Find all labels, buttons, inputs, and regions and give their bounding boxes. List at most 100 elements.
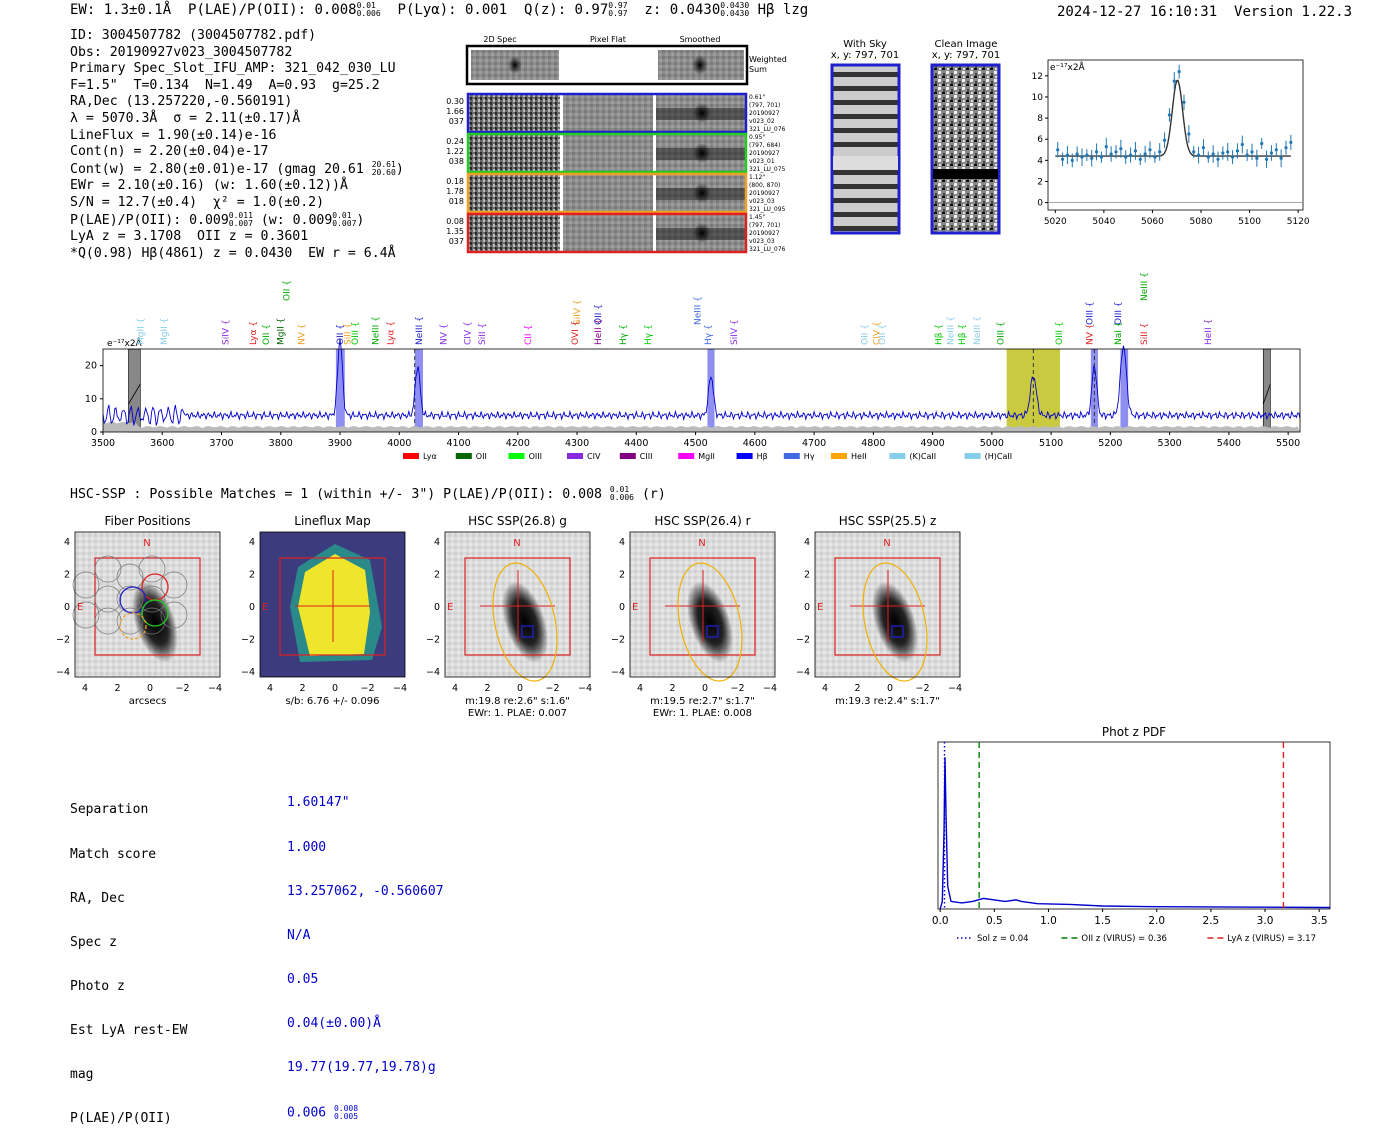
pdf-xtick-label: 3.0 [1257, 915, 1274, 927]
header-plae-lo: 0.006 [356, 9, 381, 18]
spectrum-mask [128, 348, 141, 433]
cutout-right-stat: (797, 701) [749, 102, 780, 109]
zoom-data-point [1085, 153, 1089, 157]
hsc-panel-frame [814, 531, 961, 678]
header-plae: P(LAE)/P(OII): 0.008 [188, 2, 357, 18]
hsc-xtick-label: 4 [82, 683, 88, 694]
zoom-data-point [1274, 148, 1278, 152]
spectrum-line-label: Lyα { [386, 321, 396, 345]
cutout-smoothed-blob [693, 183, 711, 203]
hsc-xtick-label: −4 [948, 683, 962, 694]
spectrum-line-label: OIII { [997, 321, 1007, 345]
cutout-left-stat: 0.24 [446, 137, 464, 146]
fiber-circle [72, 601, 100, 629]
hsc-red-box [834, 557, 941, 656]
spectrum-xtick-label: 4100 [446, 438, 470, 449]
zoom-data-point [1094, 150, 1099, 154]
hsc-xtick-label: 4 [452, 683, 458, 694]
spectrum-legend-swatch [567, 453, 583, 459]
spectrum-legend-swatch [964, 453, 981, 459]
with-sky-xy: x, y: 797, 701 [831, 50, 900, 61]
cutout-2d-spec [468, 94, 560, 132]
clean-image-title: Clean Image [935, 39, 998, 50]
spectrum-line-label: OIII { [1086, 301, 1096, 325]
spectrum-legend-swatch [619, 453, 636, 459]
cutout-left-stat: 038 [449, 157, 464, 166]
cutout-right-stat: 321_LU_075 [749, 166, 786, 173]
fiber-circle [116, 585, 144, 613]
zoom-xtick-label: 5060 [1141, 217, 1164, 227]
spectrum-line-label: OII { [283, 280, 293, 301]
zoom-frame [1047, 59, 1304, 211]
hsc-image-panels: Fiber Positions N E 4 −4 2 −2 0 0 −2 2 −4 4 arcsecs Li… [56, 514, 962, 719]
cutout-left-stat: 1.35 [446, 227, 464, 236]
hsc-panels-group: Fiber Positions N E 4 −4 2 −2 0 0 −2 2 −4 4 arcsecs Li… [56, 514, 962, 719]
spectrum-line-label: OII { [262, 324, 272, 345]
phot-z-pdf-chart: Phot z PDF 0.0 0.5 1.0 1.5 2.0 2.5 3.0 3.5 Sol z … [932, 725, 1331, 944]
hsc-panel-caption: m:19.8 re:2.6" s:1.6" [465, 696, 570, 707]
pdf-curve [939, 757, 1331, 910]
info-primary: Primary Spec_Slot_IFU_AMP: 321_042_030_L… [70, 61, 396, 77]
cutout-right-stat: 321_LU_076 [749, 246, 786, 253]
cutout-row-frame [466, 92, 748, 134]
zoom-xtick-label: 5040 [1092, 217, 1115, 227]
hsc-panel-caption: arcsecs [129, 696, 167, 707]
pdf-xtick-label: 2.5 [1203, 915, 1220, 927]
zoom-data-point [1138, 157, 1142, 161]
info-sn: S/N = 12.7(±0.4) χ² = 1.0(±0.2) [70, 194, 325, 210]
spectrum-legend-swatch [783, 453, 800, 459]
info-contw: Cont(w) = 2.80(±0.01)e-17 (gmag 20.61 20… [70, 159, 404, 179]
hsc-xtick-label: 2 [854, 683, 860, 694]
zoom-data-point [1109, 152, 1113, 156]
col-title-pixel-flat: Pixel Flat [590, 35, 626, 44]
cutout-left-stat: 1.22 [446, 147, 464, 156]
fiber-circle [160, 601, 188, 629]
hsc-xtick-label: 2 [114, 683, 120, 694]
info-plae-b-hi: 0.01 [332, 210, 352, 220]
hsc-xtick-label: 4 [822, 683, 828, 694]
zoom-data-point [1099, 155, 1104, 159]
detection-info: ID: 3004507782 (3004507782.pdf) Obs: 2019… [70, 28, 404, 262]
pdf-title: Phot z PDF [1102, 725, 1166, 739]
cutout-2d-spec [468, 214, 560, 252]
header-summary: EW: 1.3±0.1Å P(LAE)/P(OII): 0.008 0.01 0.0… [70, 2, 808, 19]
aperture-box [891, 625, 904, 638]
north-label: N [513, 538, 520, 549]
spectrum-xtick-label: 5500 [1276, 438, 1300, 449]
hsc-xtick-label: 4 [637, 683, 643, 694]
zoom-data-point [1148, 148, 1152, 152]
info-lya: LyA z = 3.1708 OII z = 0.3601 [70, 229, 309, 245]
zoom-data-point [1158, 150, 1162, 154]
hsc-xtick-label: 2 [484, 683, 490, 694]
zoom-data-point [1060, 157, 1065, 161]
spectrum-legend-label: Lyα [423, 452, 437, 461]
hsc-panel-frame [629, 531, 776, 678]
header-ew: EW: 1.3±0.1Å [70, 2, 172, 18]
spectrum-line-label: NeIII { [1140, 272, 1150, 301]
zoom-data-point [1070, 158, 1074, 162]
spectrum-xtick-label: 3800 [269, 438, 293, 449]
zoom-ytick-label: 6 [1037, 135, 1043, 145]
hsc-title-lo: 0.006 [609, 493, 634, 502]
hsc-xtick-label: −2 [915, 683, 929, 694]
zoom-data-point [1196, 153, 1201, 157]
spectrum-xtick-label: 5400 [1217, 438, 1241, 449]
zoom-data-point [1182, 100, 1186, 104]
spectrum-mask-hatch [128, 383, 141, 405]
hsc-ytick-label: −2 [241, 635, 255, 646]
info-contn: Cont(n) = 2.20(±0.04)e-17 [70, 144, 269, 160]
info-plae-w: (w: 0.009 [252, 212, 333, 228]
north-label: N [698, 538, 705, 549]
spectrum-line-label: Lyα { [249, 321, 259, 345]
cutout-left-stat: 018 [449, 197, 464, 206]
clean-image-xy: x, y: 797, 701 [932, 50, 1001, 61]
spectrum-xtick-label: 4700 [802, 438, 826, 449]
cutout-row-frame [466, 212, 748, 254]
cutout-right-stat: v023_03 [749, 238, 775, 245]
info-contw-hi: 20.61 [371, 159, 396, 169]
spectrum-line-label: NV { [440, 324, 450, 345]
zoom-ylabel: e⁻¹⁷x2Å [1050, 61, 1086, 73]
sep-label-spec-z: Spec z [70, 934, 117, 950]
hsc-ytick-label: 0 [64, 602, 70, 613]
zoom-data-point [1167, 113, 1172, 117]
